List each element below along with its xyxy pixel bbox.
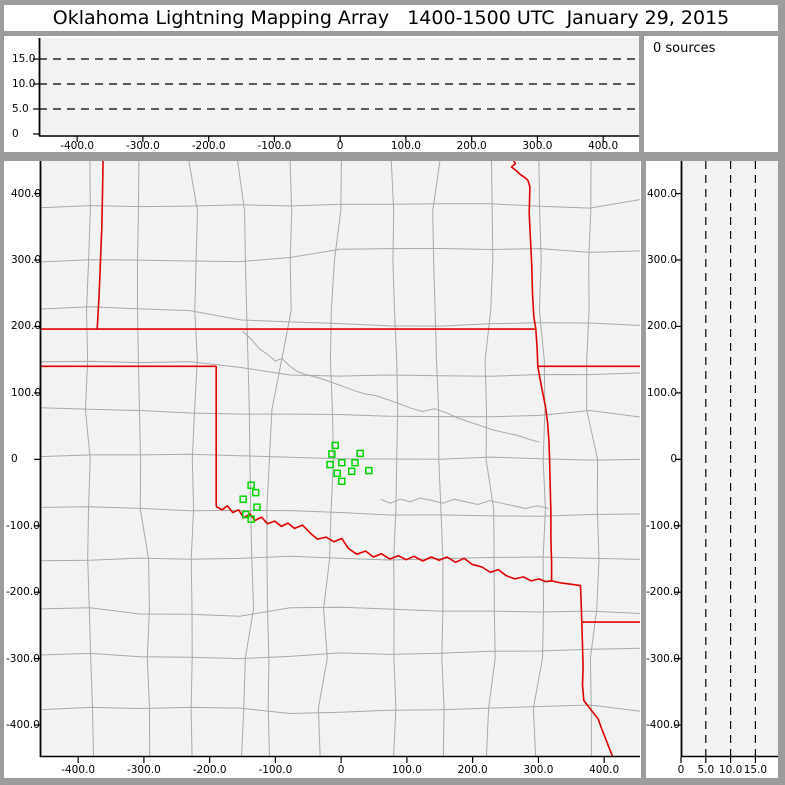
tick-label: 0 bbox=[337, 764, 345, 776]
tick-label: -300.0 bbox=[646, 652, 680, 665]
tick-label: 100.0 bbox=[391, 764, 422, 776]
plan-view-map-plot[interactable] bbox=[4, 161, 641, 778]
tick-label: -100.0 bbox=[258, 764, 293, 776]
tick-label: 0 bbox=[11, 453, 18, 466]
tick-label: 15.0 bbox=[12, 53, 36, 65]
station-marker bbox=[251, 488, 260, 497]
station-marker bbox=[247, 481, 255, 489]
tick-label: 200.0 bbox=[646, 320, 677, 333]
tick-label: -100.0 bbox=[6, 519, 40, 532]
source-count-label: 0 sources bbox=[653, 41, 716, 56]
station-marker bbox=[365, 466, 373, 475]
tick-label: 5.0 bbox=[697, 764, 715, 776]
tick-label: -400.0 bbox=[60, 140, 95, 152]
tick-label: 400.0 bbox=[646, 187, 677, 200]
river-line bbox=[380, 497, 550, 510]
tick-label: 200.0 bbox=[11, 320, 42, 333]
tick-label: -200.0 bbox=[192, 764, 227, 776]
station-marker bbox=[338, 458, 346, 467]
source-count-panel: 0 sources bbox=[644, 36, 778, 152]
station-marker bbox=[333, 469, 341, 478]
tick-label: 300.0 bbox=[646, 254, 677, 266]
state-border bbox=[96, 161, 104, 330]
station-marker bbox=[351, 458, 359, 467]
plot-background bbox=[39, 38, 639, 136]
tick-label: 0 bbox=[336, 140, 344, 152]
station-marker bbox=[247, 515, 255, 523]
tick-label: -300.0 bbox=[6, 652, 40, 665]
tick-label: -200.0 bbox=[6, 586, 40, 599]
tick-label: 300.0 bbox=[11, 254, 42, 266]
tick-label: -400.0 bbox=[6, 719, 40, 732]
tick-label: -200.0 bbox=[191, 140, 226, 152]
altitude-ew-plot[interactable] bbox=[4, 36, 639, 152]
station-marker bbox=[326, 460, 334, 469]
tick-label: 100.0 bbox=[11, 386, 42, 399]
altitude-ns-plot[interactable] bbox=[646, 161, 778, 778]
station-marker bbox=[338, 477, 346, 486]
map-panel: 400.0 300.0 200.0 100.0 0 -100.0 -200.0 -300.0 -… bbox=[4, 161, 641, 778]
station-marker bbox=[253, 503, 261, 511]
station-marker bbox=[356, 449, 364, 458]
state-border bbox=[215, 504, 552, 583]
tick-label: -100.0 bbox=[257, 140, 292, 152]
tick-label: -300.0 bbox=[126, 764, 161, 776]
tick-label: 200.0 bbox=[457, 764, 488, 776]
map-layers bbox=[40, 161, 640, 757]
tick-label: 5.0 bbox=[12, 103, 29, 115]
tick-label: -100.0 bbox=[646, 519, 680, 532]
altitude-ew-panel: 0 5.0 10.0 15.0 -400.0 -300.0 -200.0 -100.0 0 100… bbox=[4, 36, 639, 152]
tick-label: 200.0 bbox=[456, 140, 487, 152]
county-boundaries bbox=[40, 161, 640, 757]
tick-label: -400.0 bbox=[646, 719, 680, 732]
altitude-ns-panel: 400.0 300.0 200.0 100.0 0 -100.0 -200.0 -300.0 -… bbox=[646, 161, 778, 778]
station-marker bbox=[331, 441, 339, 450]
title-bar: Oklahoma Lightning Mapping Array 1400-15… bbox=[4, 5, 778, 31]
tick-label: -300.0 bbox=[125, 140, 160, 152]
tick-label: -400.0 bbox=[61, 764, 96, 776]
tick-label: 15.0 bbox=[743, 764, 768, 776]
station-marker bbox=[347, 467, 356, 476]
tick-label: 10.0 bbox=[718, 764, 743, 776]
tick-label: 100.0 bbox=[646, 386, 677, 399]
tick-label: 0 bbox=[12, 128, 19, 140]
tick-label: 0 bbox=[677, 764, 685, 776]
tick-label: 300.0 bbox=[522, 140, 553, 152]
page-title: Oklahoma Lightning Mapping Array 1400-15… bbox=[52, 7, 730, 29]
tick-label: 100.0 bbox=[390, 140, 421, 152]
river-line bbox=[242, 330, 540, 443]
tick-label: 300.0 bbox=[523, 764, 554, 776]
station-marker bbox=[328, 450, 336, 458]
tick-label: 400.0 bbox=[588, 140, 619, 152]
tick-label: 400.0 bbox=[589, 764, 620, 776]
state-border bbox=[551, 580, 583, 623]
tick-label: 400.0 bbox=[11, 187, 42, 200]
station-marker bbox=[239, 495, 247, 503]
station-marker bbox=[242, 510, 250, 519]
tick-label: 10.0 bbox=[12, 78, 36, 90]
state-border bbox=[510, 161, 553, 581]
tick-label: 0 bbox=[670, 453, 677, 466]
plot-background bbox=[681, 161, 778, 757]
tick-label: -200.0 bbox=[646, 586, 680, 599]
